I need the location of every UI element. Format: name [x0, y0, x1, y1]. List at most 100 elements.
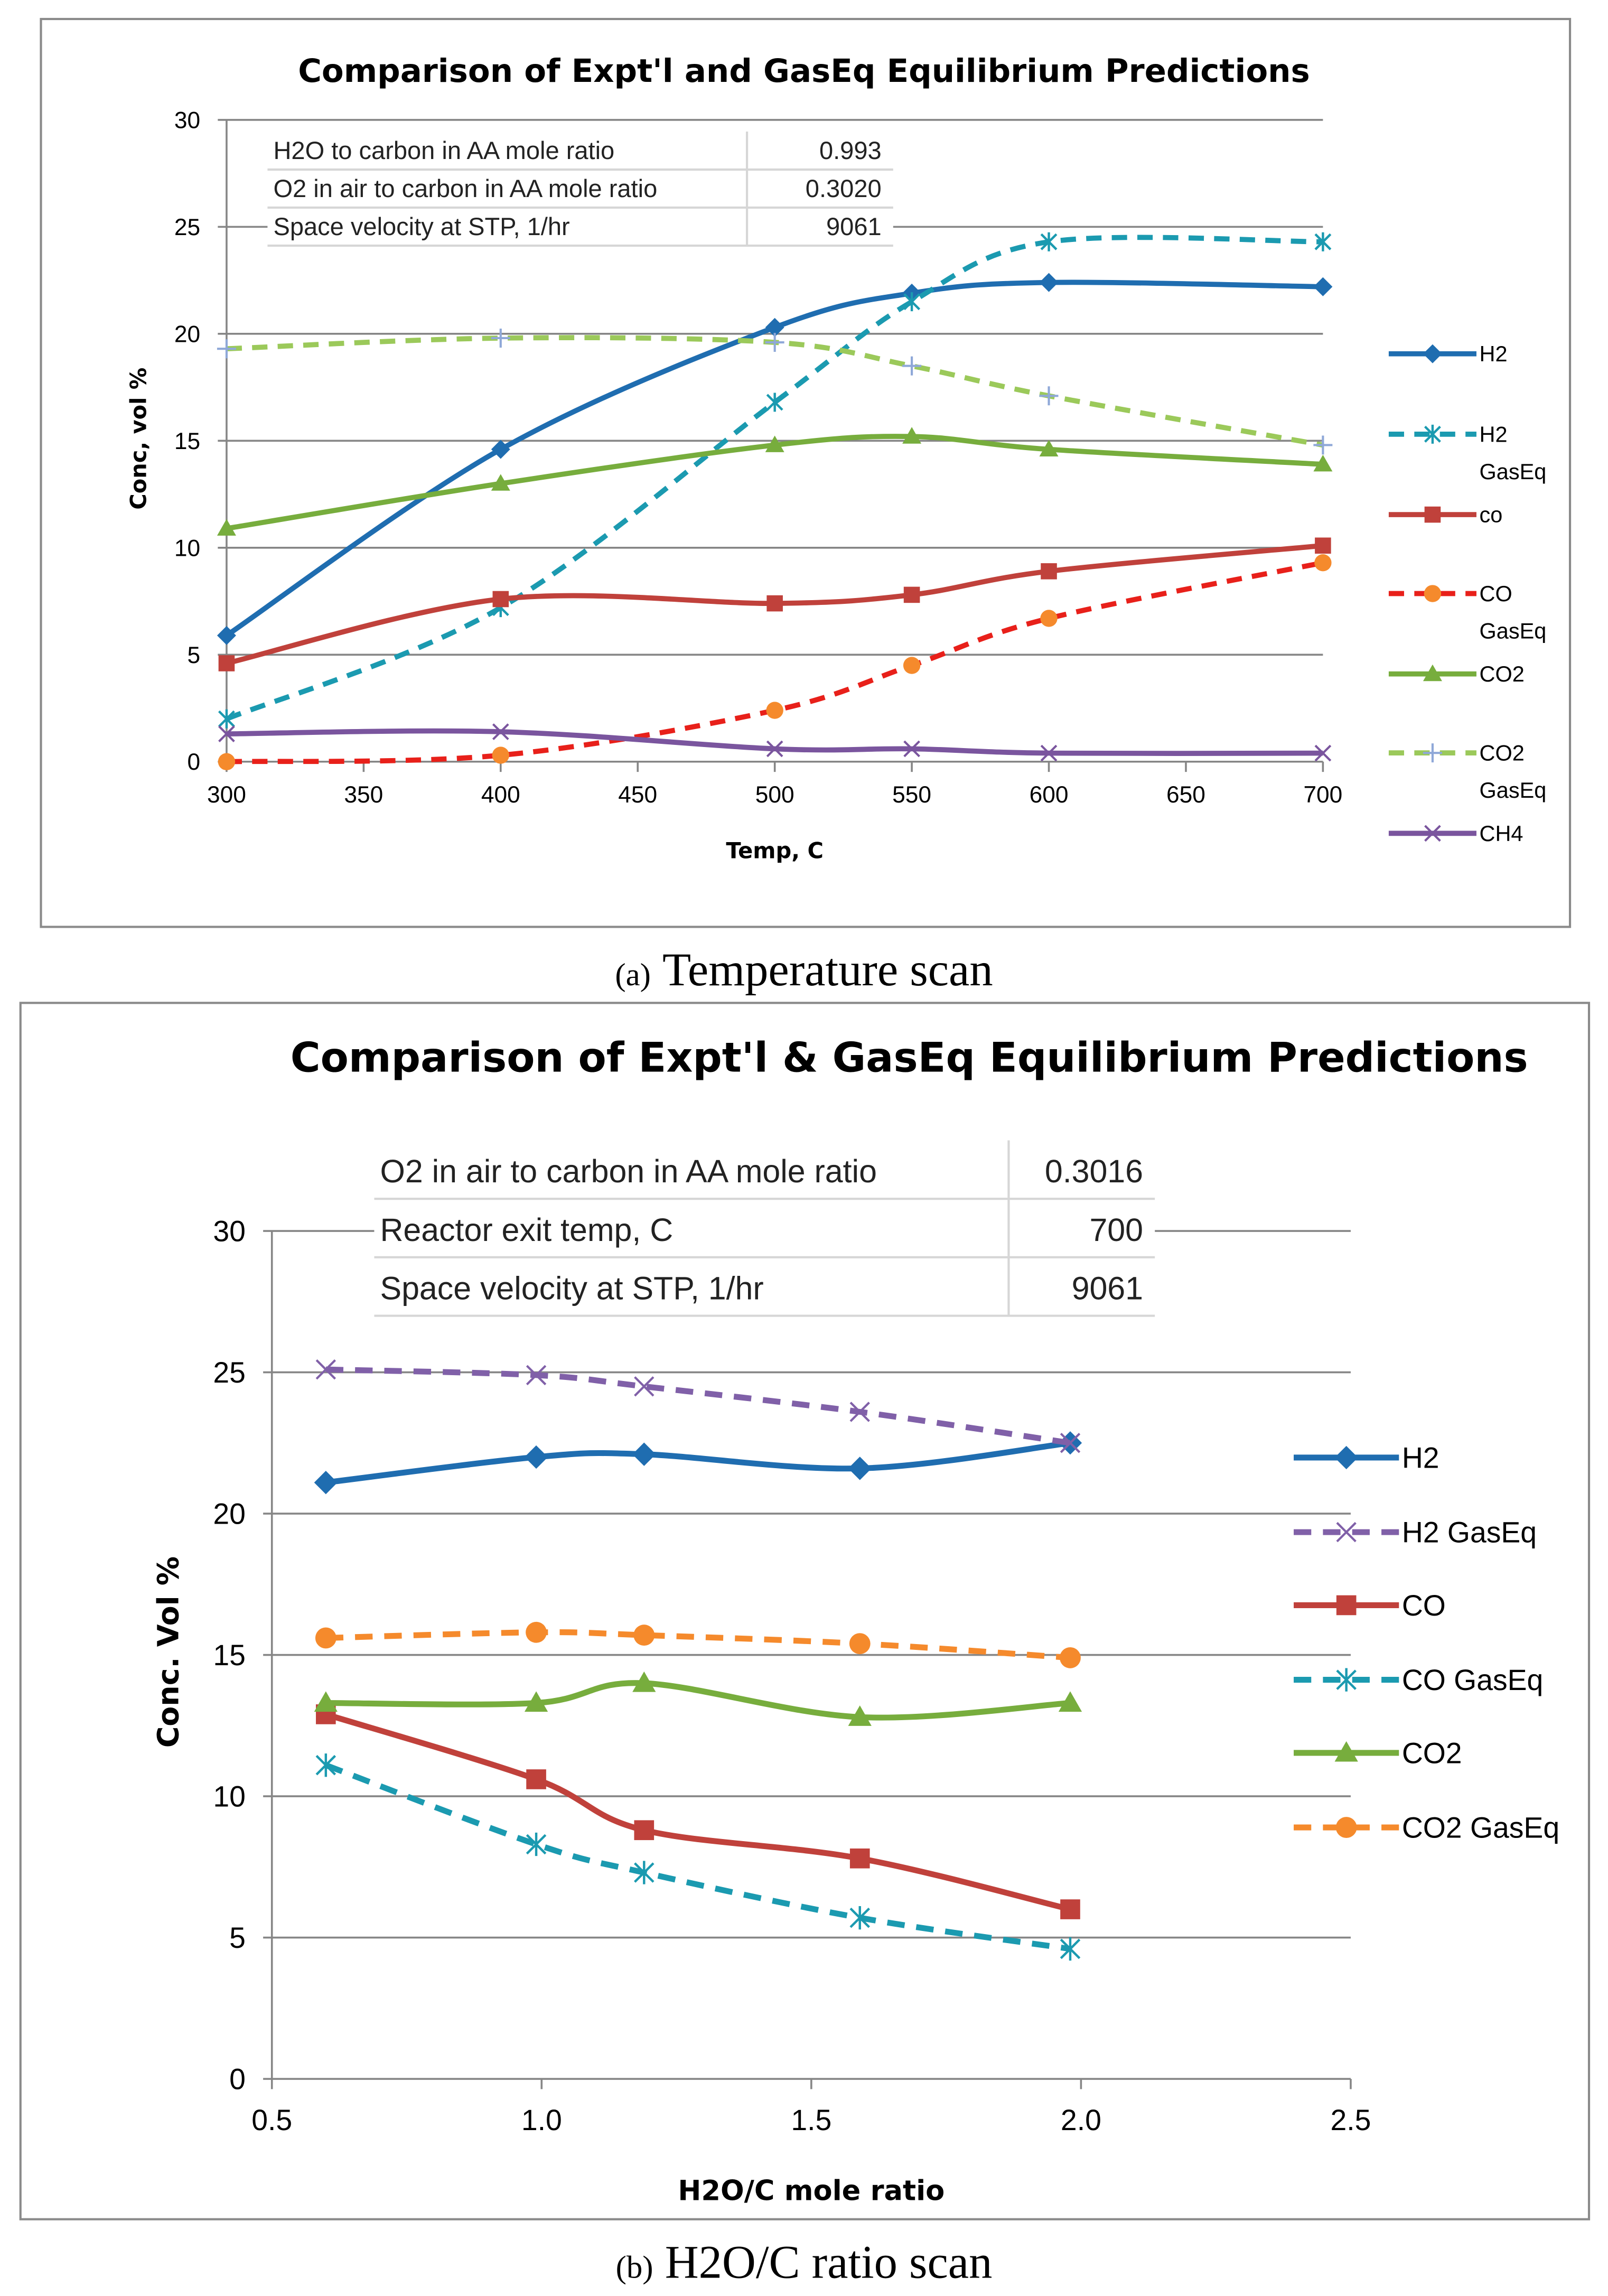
series-h2-gaseq [218, 232, 1332, 729]
x-tick-label: 1.0 [521, 2104, 562, 2136]
circle-marker [315, 1627, 336, 1649]
legend-label-line: CO [1479, 581, 1512, 606]
y-tick-label: 20 [174, 321, 200, 347]
x-tick-label: 350 [344, 782, 383, 808]
plus-marker [765, 333, 784, 352]
caption-a: (a) Temperature scan [615, 944, 993, 996]
circle-marker [766, 702, 783, 719]
conditions-table: H2O to carbon in AA mole ratio 0.993 O2 in… [267, 132, 893, 247]
x-tick-label: 550 [892, 782, 931, 808]
legend-item: CO2 [1388, 661, 1525, 686]
circle-marker [903, 657, 921, 674]
triangle-marker [1423, 664, 1442, 682]
diamond-marker [1313, 277, 1333, 296]
x-tick-label: 700 [1303, 782, 1342, 808]
square-marker [218, 655, 235, 671]
triangle-marker [1039, 440, 1059, 457]
series-line [226, 235, 1323, 722]
plus-marker [1313, 435, 1333, 455]
triangle-marker [1334, 1741, 1358, 1762]
x-marker [634, 1376, 655, 1397]
table-label: Reactor exit temp, C [380, 1212, 673, 1248]
square-marker [492, 591, 509, 608]
chart-temperature-scan: Comparison of Expt'l and GasEq Equilibri… [40, 17, 1572, 928]
legend-label-line: GasEq [1479, 619, 1546, 643]
x-marker [492, 723, 509, 740]
triangle-marker [765, 435, 784, 452]
x-marker [849, 1402, 870, 1422]
triangle-marker [1058, 1691, 1082, 1712]
triangle-marker [632, 1671, 656, 1692]
circle-marker [633, 1625, 655, 1646]
legend-label: CO2 [1479, 661, 1524, 686]
y-tick-label: 15 [213, 1639, 246, 1672]
series-co-gaseq [218, 554, 1332, 770]
plus-marker [1039, 386, 1059, 406]
x-axis-label: H2O/C mole ratio [678, 2175, 945, 2207]
series-line [325, 1711, 1071, 1912]
legend-item: H2 [1388, 341, 1508, 366]
table-label: O2 in air to carbon in AA mole ratio [380, 1153, 876, 1189]
legend-label: CO2 GasEq [1479, 741, 1546, 803]
asterisk-marker [526, 1832, 547, 1856]
legend-label: co [1479, 502, 1502, 527]
square-marker [526, 1769, 546, 1789]
x-tick-label: 650 [1166, 782, 1205, 808]
y-tick-label: 25 [174, 214, 200, 240]
series-line [324, 1762, 1071, 1952]
legend-label: H2 [1479, 341, 1507, 366]
series-h2-gaseq [315, 1359, 1081, 1453]
series-line [325, 1440, 1071, 1486]
series-co2-gaseq [315, 1621, 1081, 1668]
x-marker [1060, 1433, 1081, 1453]
x-marker [1314, 744, 1332, 762]
square-marker [634, 1820, 655, 1841]
series-h2 [217, 273, 1333, 645]
legend-label-line: CO2 [1479, 741, 1524, 766]
table-value: 0.993 [819, 136, 882, 164]
triangle-marker [902, 427, 922, 444]
diamond-marker [632, 1442, 656, 1466]
triangle-marker [848, 1705, 872, 1726]
diamond-marker [314, 1471, 338, 1495]
asterisk-marker [1336, 1668, 1357, 1692]
table-background [374, 1140, 1155, 1316]
diamond-marker [524, 1445, 548, 1469]
legend-label: CO2 GasEq [1402, 1811, 1559, 1844]
asterisk-marker [1424, 424, 1441, 444]
series-co-gaseq [315, 1753, 1081, 1961]
table-value: 0.3020 [806, 174, 882, 202]
square-marker [1315, 537, 1331, 554]
diamond-marker [491, 440, 510, 459]
y-tick-label: 30 [213, 1215, 246, 1247]
circle-marker [1314, 554, 1332, 572]
asterisk-marker [1314, 232, 1332, 251]
chart-h2o-c-ratio-scan: Comparison of Expt'l & GasEq Equilibrium… [19, 1002, 1591, 2220]
series-ch4 [218, 723, 1332, 762]
table-label: O2 in air to carbon in AA mole ratio [273, 174, 657, 202]
diamond-marker [765, 318, 784, 337]
y-tick-label: 5 [229, 1921, 246, 1954]
x-marker [1336, 1522, 1357, 1543]
legend-item: CO2 GasEq [1294, 1811, 1559, 1844]
y-axis-label: Conc, vol % [126, 368, 152, 510]
y-tick-label: 30 [174, 107, 200, 133]
triangle-marker [314, 1691, 338, 1712]
square-marker [766, 595, 783, 612]
x-marker [1424, 825, 1441, 842]
triangle-marker [524, 1691, 548, 1712]
square-marker [849, 1848, 870, 1869]
table-label: Space velocity at STP, 1/hr [380, 1271, 763, 1306]
legend-label: CO GasEq [1402, 1664, 1544, 1696]
series-line [226, 728, 1323, 756]
circle-marker [1040, 610, 1058, 627]
x-marker [526, 1365, 547, 1386]
diamond-marker [1423, 344, 1442, 363]
square-marker [1424, 506, 1441, 523]
table-value: 9061 [1072, 1271, 1143, 1306]
square-marker [1336, 1595, 1357, 1616]
legend-item: H2 GasEq [1388, 422, 1546, 484]
asterisk-marker [1040, 232, 1058, 251]
x-tick-label: 2.5 [1330, 2104, 1371, 2136]
